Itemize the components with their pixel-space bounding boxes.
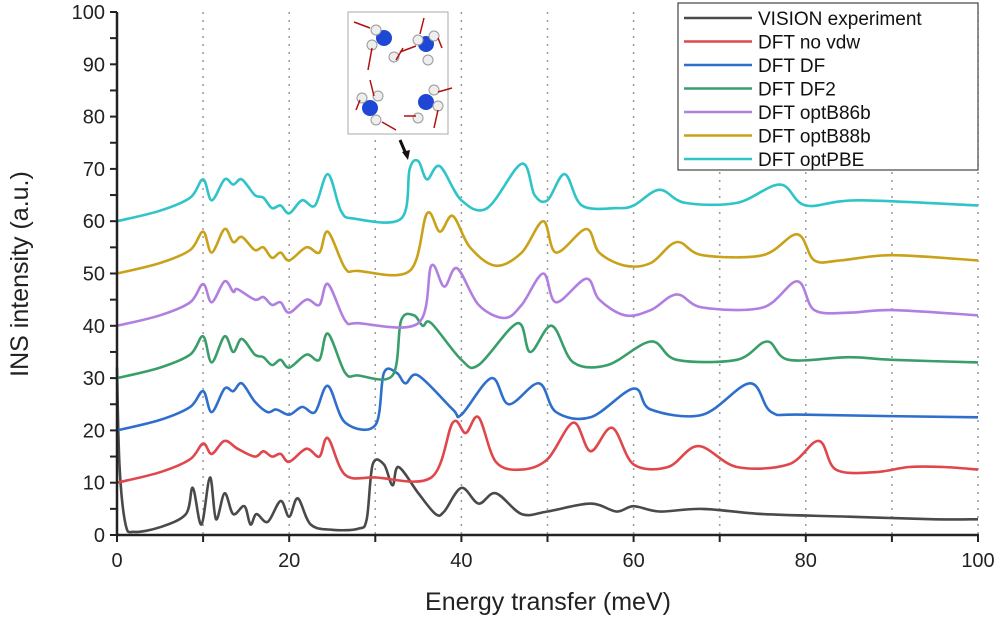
y-tick-label: 20 — [83, 420, 105, 442]
y-tick-label: 10 — [83, 473, 105, 495]
legend-label-vision-experiment: VISION experiment — [758, 9, 922, 30]
y-tick-label: 60 — [83, 211, 105, 233]
ticks: 0 20 40 60 80 100 0 10 20 30 40 50 60 70 80 90 100 — [72, 2, 995, 572]
arrow-annotation — [398, 139, 410, 160]
series-line-vision-experiment — [115, 367, 979, 534]
legend-label-dft-optpbe: DFT optPBE — [758, 150, 864, 171]
legend-label-dft-optb88b: DFT optB88b — [758, 127, 871, 148]
displacement-arrows — [353, 17, 453, 131]
x-tick-label: 60 — [622, 550, 644, 572]
y-tick-label: 70 — [83, 159, 105, 181]
series-line-dft-no-vdw — [116, 415, 979, 484]
y-axis-label: INS intensity (a.u.) — [6, 171, 34, 377]
legend-label-dft-df: DFT DF — [758, 56, 825, 77]
x-tick-label: 20 — [278, 550, 300, 572]
y-tick-label: 30 — [83, 368, 105, 390]
inset-frame — [347, 11, 449, 135]
inset-molecules — [347, 11, 453, 135]
series-lines — [115, 158, 979, 534]
legend-label-dft-optb86b: DFT optB86b — [758, 103, 871, 124]
legend-label-dft-no-vdw: DFT no vdw — [758, 33, 860, 54]
y-tick-label: 40 — [83, 316, 105, 338]
legend-box — [677, 2, 979, 171]
y-tick-label: 80 — [83, 107, 105, 129]
legend-label-dft-df2: DFT DF2 — [758, 80, 836, 101]
x-tick-label: 100 — [961, 550, 994, 572]
series-line-dft-df — [116, 367, 979, 432]
x-tick-label: 40 — [450, 550, 472, 572]
series-line-dft-optb88b — [116, 210, 979, 277]
y-tick-label: 100 — [72, 2, 105, 24]
y-tick-label: 50 — [83, 264, 105, 286]
x-tick-label: 80 — [795, 550, 817, 572]
y-tick-label: 90 — [83, 54, 105, 76]
series-line-dft-df2 — [116, 312, 979, 381]
series-line-dft-optpbe — [116, 158, 979, 224]
x-tick-label: 0 — [111, 550, 122, 572]
series-line-dft-optb86b — [116, 263, 979, 329]
y-tick-label: 0 — [94, 525, 105, 547]
x-axis-label: Energy transfer (meV) — [425, 588, 671, 616]
